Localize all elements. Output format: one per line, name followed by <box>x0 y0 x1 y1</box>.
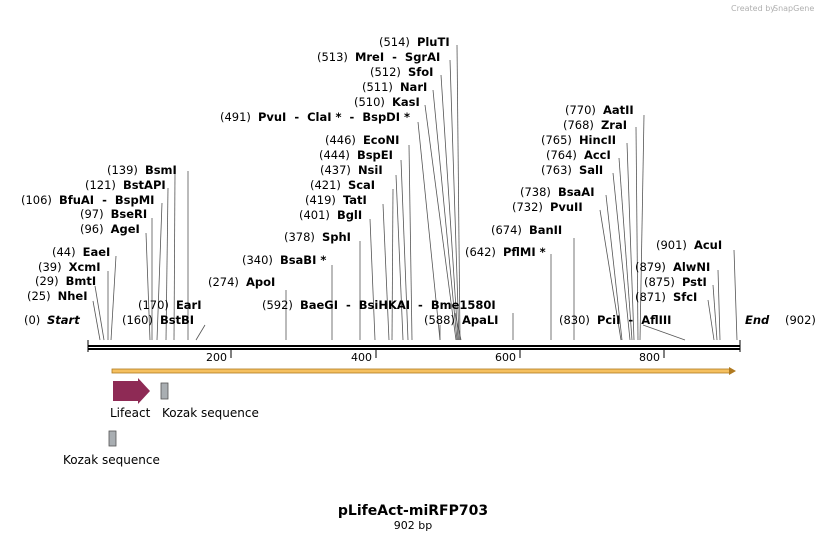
site-label[interactable]: (274) ApoI <box>208 275 275 289</box>
site-label[interactable]: (106) BfuAI - BspMI <box>21 193 154 207</box>
site-label[interactable]: (770) AatII <box>565 103 634 117</box>
site-label[interactable]: (642) PflMI * <box>465 245 546 259</box>
end-label: End <box>745 313 770 327</box>
snapgene-credit: SnapGene <box>773 4 814 13</box>
site-label[interactable]: (875) PstI <box>644 275 707 289</box>
site-label[interactable]: (674) BanII <box>491 223 562 237</box>
site-label[interactable]: (421) ScaI <box>310 178 375 192</box>
site-label[interactable]: (25) NheI <box>27 289 88 303</box>
start-position: (0) <box>24 313 40 327</box>
site-label[interactable]: (401) BglI <box>299 208 362 222</box>
kozak-feature[interactable] <box>160 382 169 400</box>
start-label: Start <box>47 313 80 327</box>
site-label[interactable]: (511) NarI <box>362 80 427 94</box>
tick-label: 200 <box>206 351 227 364</box>
lifeact-feature[interactable] <box>113 378 150 404</box>
site-label[interactable]: (44) EaeI <box>52 245 110 259</box>
end-position: (902) <box>785 313 816 327</box>
sequence-backbone <box>87 340 741 352</box>
scale-ticks: 200 400 600 800 <box>206 350 665 364</box>
site-label[interactable]: (763) SalI <box>541 163 603 177</box>
site-label[interactable]: (419) TatI <box>305 193 367 207</box>
plasmid-title: pLifeAct-miRFP703 <box>338 503 488 519</box>
site-label[interactable]: (139) BsmI <box>107 163 177 177</box>
site-label[interactable]: (879) AlwNI <box>635 260 710 274</box>
site-label[interactable]: (160) BstBI <box>122 313 194 327</box>
site-label[interactable]: (510) KasI <box>354 95 420 109</box>
site-label[interactable]: (340) BsaBI * <box>242 253 326 267</box>
site-label[interactable]: (446) EcoNI <box>325 133 399 147</box>
site-label[interactable]: (491) PvuI - ClaI * - BspDI * <box>220 110 410 124</box>
credit-prefix: Created by <box>731 4 775 13</box>
restriction-sites: (25) NheI (29) BmtI (39) XcmI (44) EaeI (96)… <box>21 35 722 327</box>
kozak-label: Kozak sequence <box>162 406 259 420</box>
site-label[interactable]: (764) AccI <box>546 148 611 162</box>
site-label[interactable]: (121) BstAPI <box>85 178 166 192</box>
tick-label: 400 <box>351 351 372 364</box>
site-label[interactable]: (830) PciI - AflIII <box>559 313 671 327</box>
kozak-feature[interactable] <box>108 430 117 447</box>
orf-arrow[interactable] <box>111 367 736 375</box>
site-label[interactable]: (170) EarI <box>138 298 202 312</box>
site-label[interactable]: (588) ApaLI <box>424 313 498 327</box>
site-label[interactable]: (514) PluTI <box>379 35 450 49</box>
tick-label: 800 <box>639 351 660 364</box>
site-label[interactable]: (29) BmtI <box>35 274 96 288</box>
site-leader-lines <box>92 44 738 341</box>
site-label[interactable]: (592) BaeGI - BsiHKAI - Bme1580I <box>262 298 496 312</box>
site-label[interactable]: (901) AcuI <box>656 238 722 252</box>
lifeact-label: Lifeact <box>110 406 151 420</box>
site-label[interactable]: (512) SfoI <box>370 65 433 79</box>
site-label[interactable]: (378) SphI <box>284 230 351 244</box>
plasmid-length: 902 bp <box>394 519 432 532</box>
site-label[interactable]: (513) MreI - SgrAI <box>317 50 440 64</box>
site-label[interactable]: (871) SfcI <box>635 290 697 304</box>
site-label[interactable]: (97) BseRI <box>80 207 147 221</box>
site-label[interactable]: (96) AgeI <box>80 222 140 236</box>
site-label[interactable]: (437) NsiI <box>320 163 383 177</box>
site-label[interactable]: (765) HincII <box>541 133 616 147</box>
site-label[interactable]: (39) XcmI <box>38 260 101 274</box>
site-label[interactable]: (768) ZraI <box>563 118 627 132</box>
tick-label: 600 <box>495 351 516 364</box>
kozak-label: Kozak sequence <box>63 453 160 467</box>
site-label[interactable]: (732) PvuII <box>512 200 583 214</box>
site-label[interactable]: (738) BsaAI <box>520 185 595 199</box>
site-label[interactable]: (444) BspEI <box>319 148 393 162</box>
